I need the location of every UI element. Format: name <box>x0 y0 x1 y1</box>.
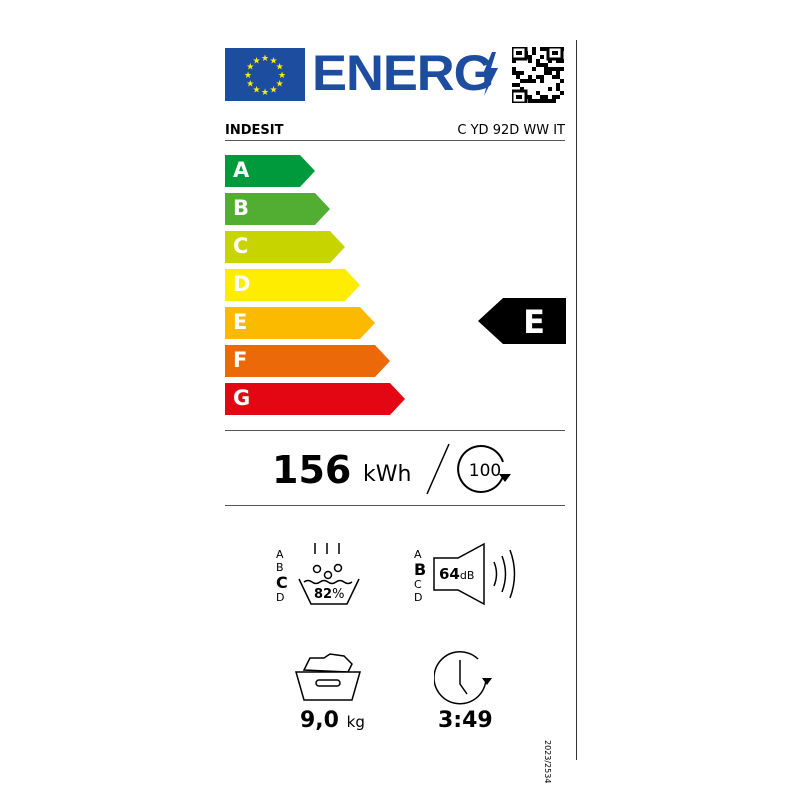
energy-class-letter: E <box>233 310 248 334</box>
energy-class-letter: A <box>233 158 250 182</box>
energy-class-bar-c: C <box>225 231 345 263</box>
energy-class-letter: B <box>233 196 250 220</box>
qr-code-icon <box>512 47 564 103</box>
svg-text:★: ★ <box>276 80 284 90</box>
regulation-number: 2023/2534 <box>543 740 552 784</box>
rating-letter: E <box>523 303 545 341</box>
spin-drying-icon <box>298 543 360 605</box>
svg-text:★: ★ <box>276 63 284 73</box>
energy-logo: ENERG <box>312 45 495 101</box>
duration-value: 3:49 <box>438 708 493 733</box>
svg-text:★: ★ <box>252 56 260 66</box>
divider <box>225 505 565 506</box>
energy-class-letter: C <box>233 234 249 258</box>
energy-class-letter: D <box>233 272 251 296</box>
energy-class-bar-g: G <box>225 383 405 415</box>
lightning-icon <box>482 52 498 96</box>
svg-text:★: ★ <box>261 88 269 98</box>
energy-unit: kWh <box>363 462 412 487</box>
svg-text:★: ★ <box>244 71 252 81</box>
svg-text:★: ★ <box>246 80 254 90</box>
energy-value: 156 <box>272 448 352 492</box>
divider <box>225 430 565 431</box>
noise-value: 64dB <box>439 565 475 583</box>
eu-flag-icon: ★ ★ ★ ★ ★ ★ ★ ★ ★ ★ ★ ★ <box>225 48 305 101</box>
energy-class-bar-e: E <box>225 307 375 339</box>
cycles-value: 100 <box>469 461 501 481</box>
svg-text:★: ★ <box>278 71 286 81</box>
clock-icon <box>434 651 492 705</box>
capacity-value: 9,0 kg <box>300 708 365 733</box>
divider <box>225 140 565 141</box>
speaker-icon <box>433 542 516 606</box>
svg-text:★: ★ <box>261 54 269 64</box>
rating-indicator: E <box>478 298 566 344</box>
laundry-basket-icon <box>295 653 361 701</box>
model-id: C YD 92D WW IT <box>457 123 565 138</box>
svg-text:★: ★ <box>269 56 277 66</box>
brand-name: INDESIT <box>225 123 284 138</box>
energy-class-bar-b: B <box>225 193 330 225</box>
spin-value: 82% <box>314 587 345 602</box>
svg-text:★: ★ <box>252 86 260 96</box>
energy-class-bar-f: F <box>225 345 390 377</box>
energy-class-bar-d: D <box>225 269 360 301</box>
label-border <box>576 40 577 760</box>
energy-class-bar-a: A <box>225 155 315 187</box>
cycles-icon: 100 <box>426 443 511 495</box>
energy-class-letter: G <box>233 386 251 410</box>
energy-class-letter: F <box>233 348 248 372</box>
svg-text:★: ★ <box>246 63 254 73</box>
svg-text:★: ★ <box>269 86 277 96</box>
